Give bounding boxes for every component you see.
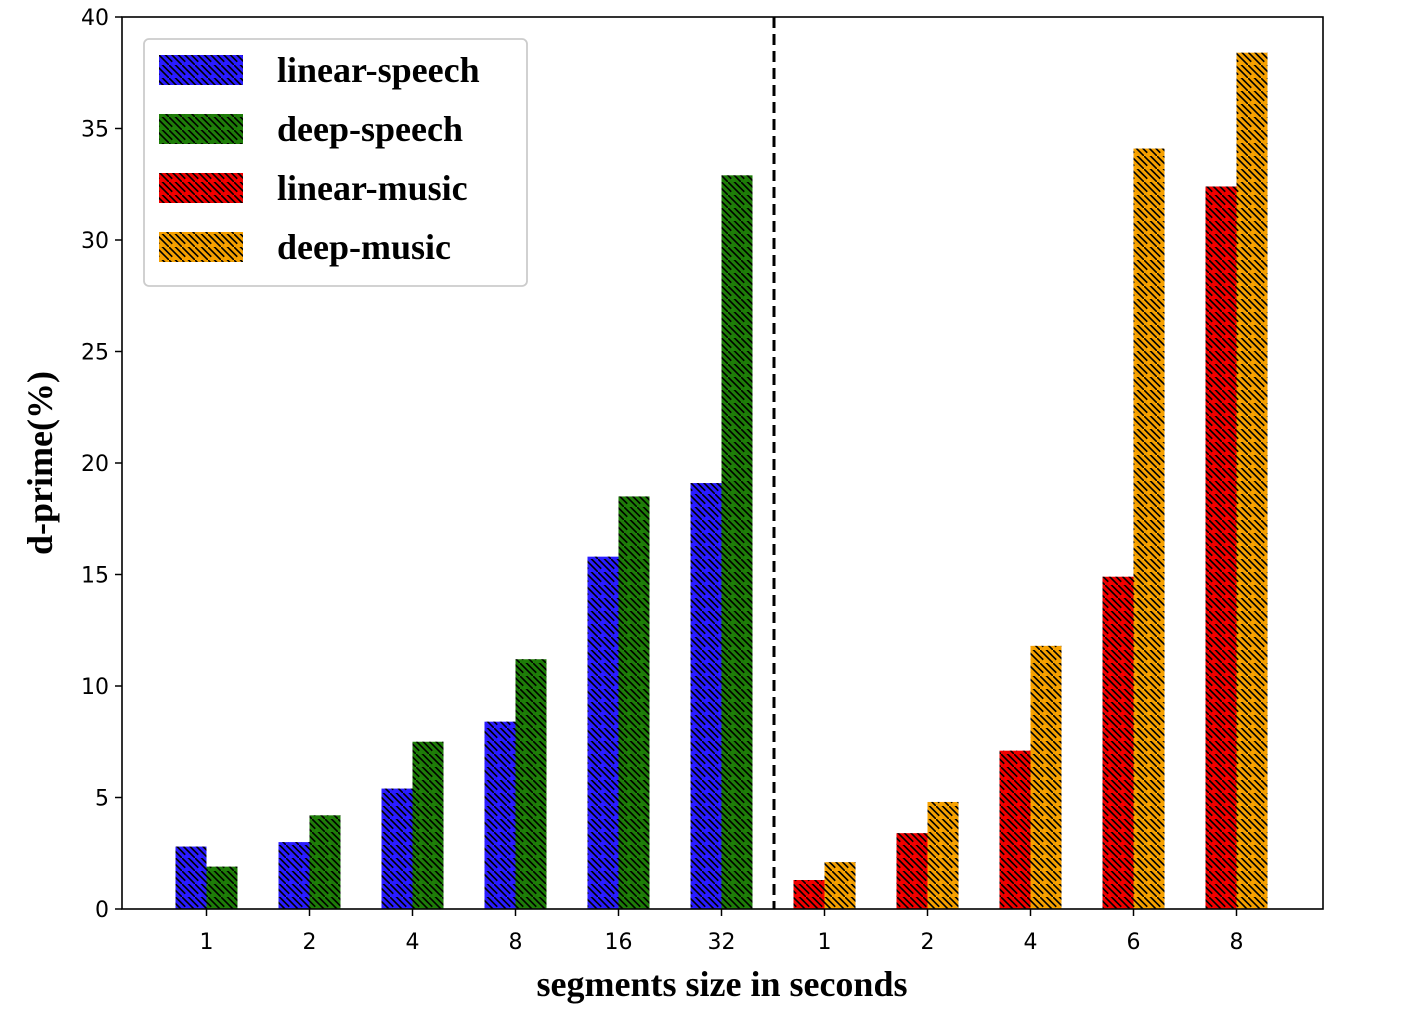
- y-tick-label: 35: [81, 118, 109, 143]
- bar-hatch-deep-speech-32: [721, 175, 753, 909]
- legend-swatch-hatch-linear-speech: [159, 55, 243, 85]
- bar-hatch-deep-music-6: [1133, 148, 1165, 909]
- legend-label-deep-speech: deep-speech: [277, 109, 463, 149]
- bar-hatch-deep-speech-1: [206, 866, 238, 909]
- bar-hatch-linear-music-1: [793, 880, 825, 909]
- bar-hatch-linear-speech-4: [381, 788, 413, 909]
- y-tick-label: 30: [81, 229, 109, 254]
- bar-hatch-linear-speech-32: [690, 483, 722, 909]
- y-axis-title: d-prime(%): [20, 371, 60, 555]
- bar-hatch-deep-speech-2: [309, 815, 341, 909]
- y-tick-label: 15: [81, 564, 109, 589]
- x-tick-label: 1: [818, 930, 832, 955]
- x-tick-label: 32: [708, 930, 736, 955]
- legend-swatch-hatch-linear-music: [159, 173, 243, 203]
- bar-hatch-deep-music-2: [927, 801, 959, 909]
- bar-hatch-deep-music-4: [1030, 645, 1062, 909]
- bar-hatch-deep-music-8: [1236, 52, 1268, 910]
- x-tick-label: 4: [1024, 930, 1038, 955]
- bar-hatch-linear-music-4: [999, 750, 1031, 909]
- bar-hatch-linear-speech-2: [278, 842, 310, 909]
- y-tick-label: 20: [81, 452, 109, 477]
- x-axis-title: segments size in seconds: [537, 964, 908, 1004]
- x-tick-label: 2: [303, 930, 317, 955]
- y-tick-label: 5: [95, 787, 109, 812]
- y-tick-label: 40: [81, 6, 109, 31]
- x-tick-label: 4: [406, 930, 420, 955]
- x-tick-label: 6: [1127, 930, 1141, 955]
- bar-hatch-linear-speech-8: [484, 721, 516, 909]
- y-tick-label: 25: [81, 341, 109, 366]
- legend-swatch-hatch-deep-speech: [159, 114, 243, 144]
- bar-hatch-deep-music-1: [824, 862, 856, 909]
- x-tick-label: 8: [509, 930, 523, 955]
- legend-label-deep-music: deep-music: [277, 227, 451, 267]
- bar-hatch-linear-music-6: [1102, 576, 1134, 909]
- x-tick-label: 16: [605, 930, 633, 955]
- bar-hatch-linear-speech-1: [175, 846, 207, 909]
- legend-box: [143, 38, 528, 287]
- bar-hatch-linear-speech-16: [587, 556, 619, 909]
- legend-swatch-hatch-deep-music: [159, 232, 243, 262]
- bar-hatch-linear-music-2: [896, 833, 928, 909]
- legend-label-linear-music: linear-music: [277, 168, 468, 208]
- bar-hatch-deep-speech-16: [618, 496, 650, 909]
- y-tick-label: 10: [81, 675, 109, 700]
- y-tick-label: 0: [95, 898, 109, 923]
- x-tick-label: 1: [200, 930, 214, 955]
- bar-hatch-deep-speech-4: [412, 741, 444, 909]
- bar-hatch-linear-music-8: [1205, 186, 1237, 910]
- x-tick-label: 2: [921, 930, 935, 955]
- legend-label-linear-speech: linear-speech: [277, 50, 480, 90]
- x-tick-label: 8: [1230, 930, 1244, 955]
- bar-hatch-deep-speech-8: [515, 659, 547, 909]
